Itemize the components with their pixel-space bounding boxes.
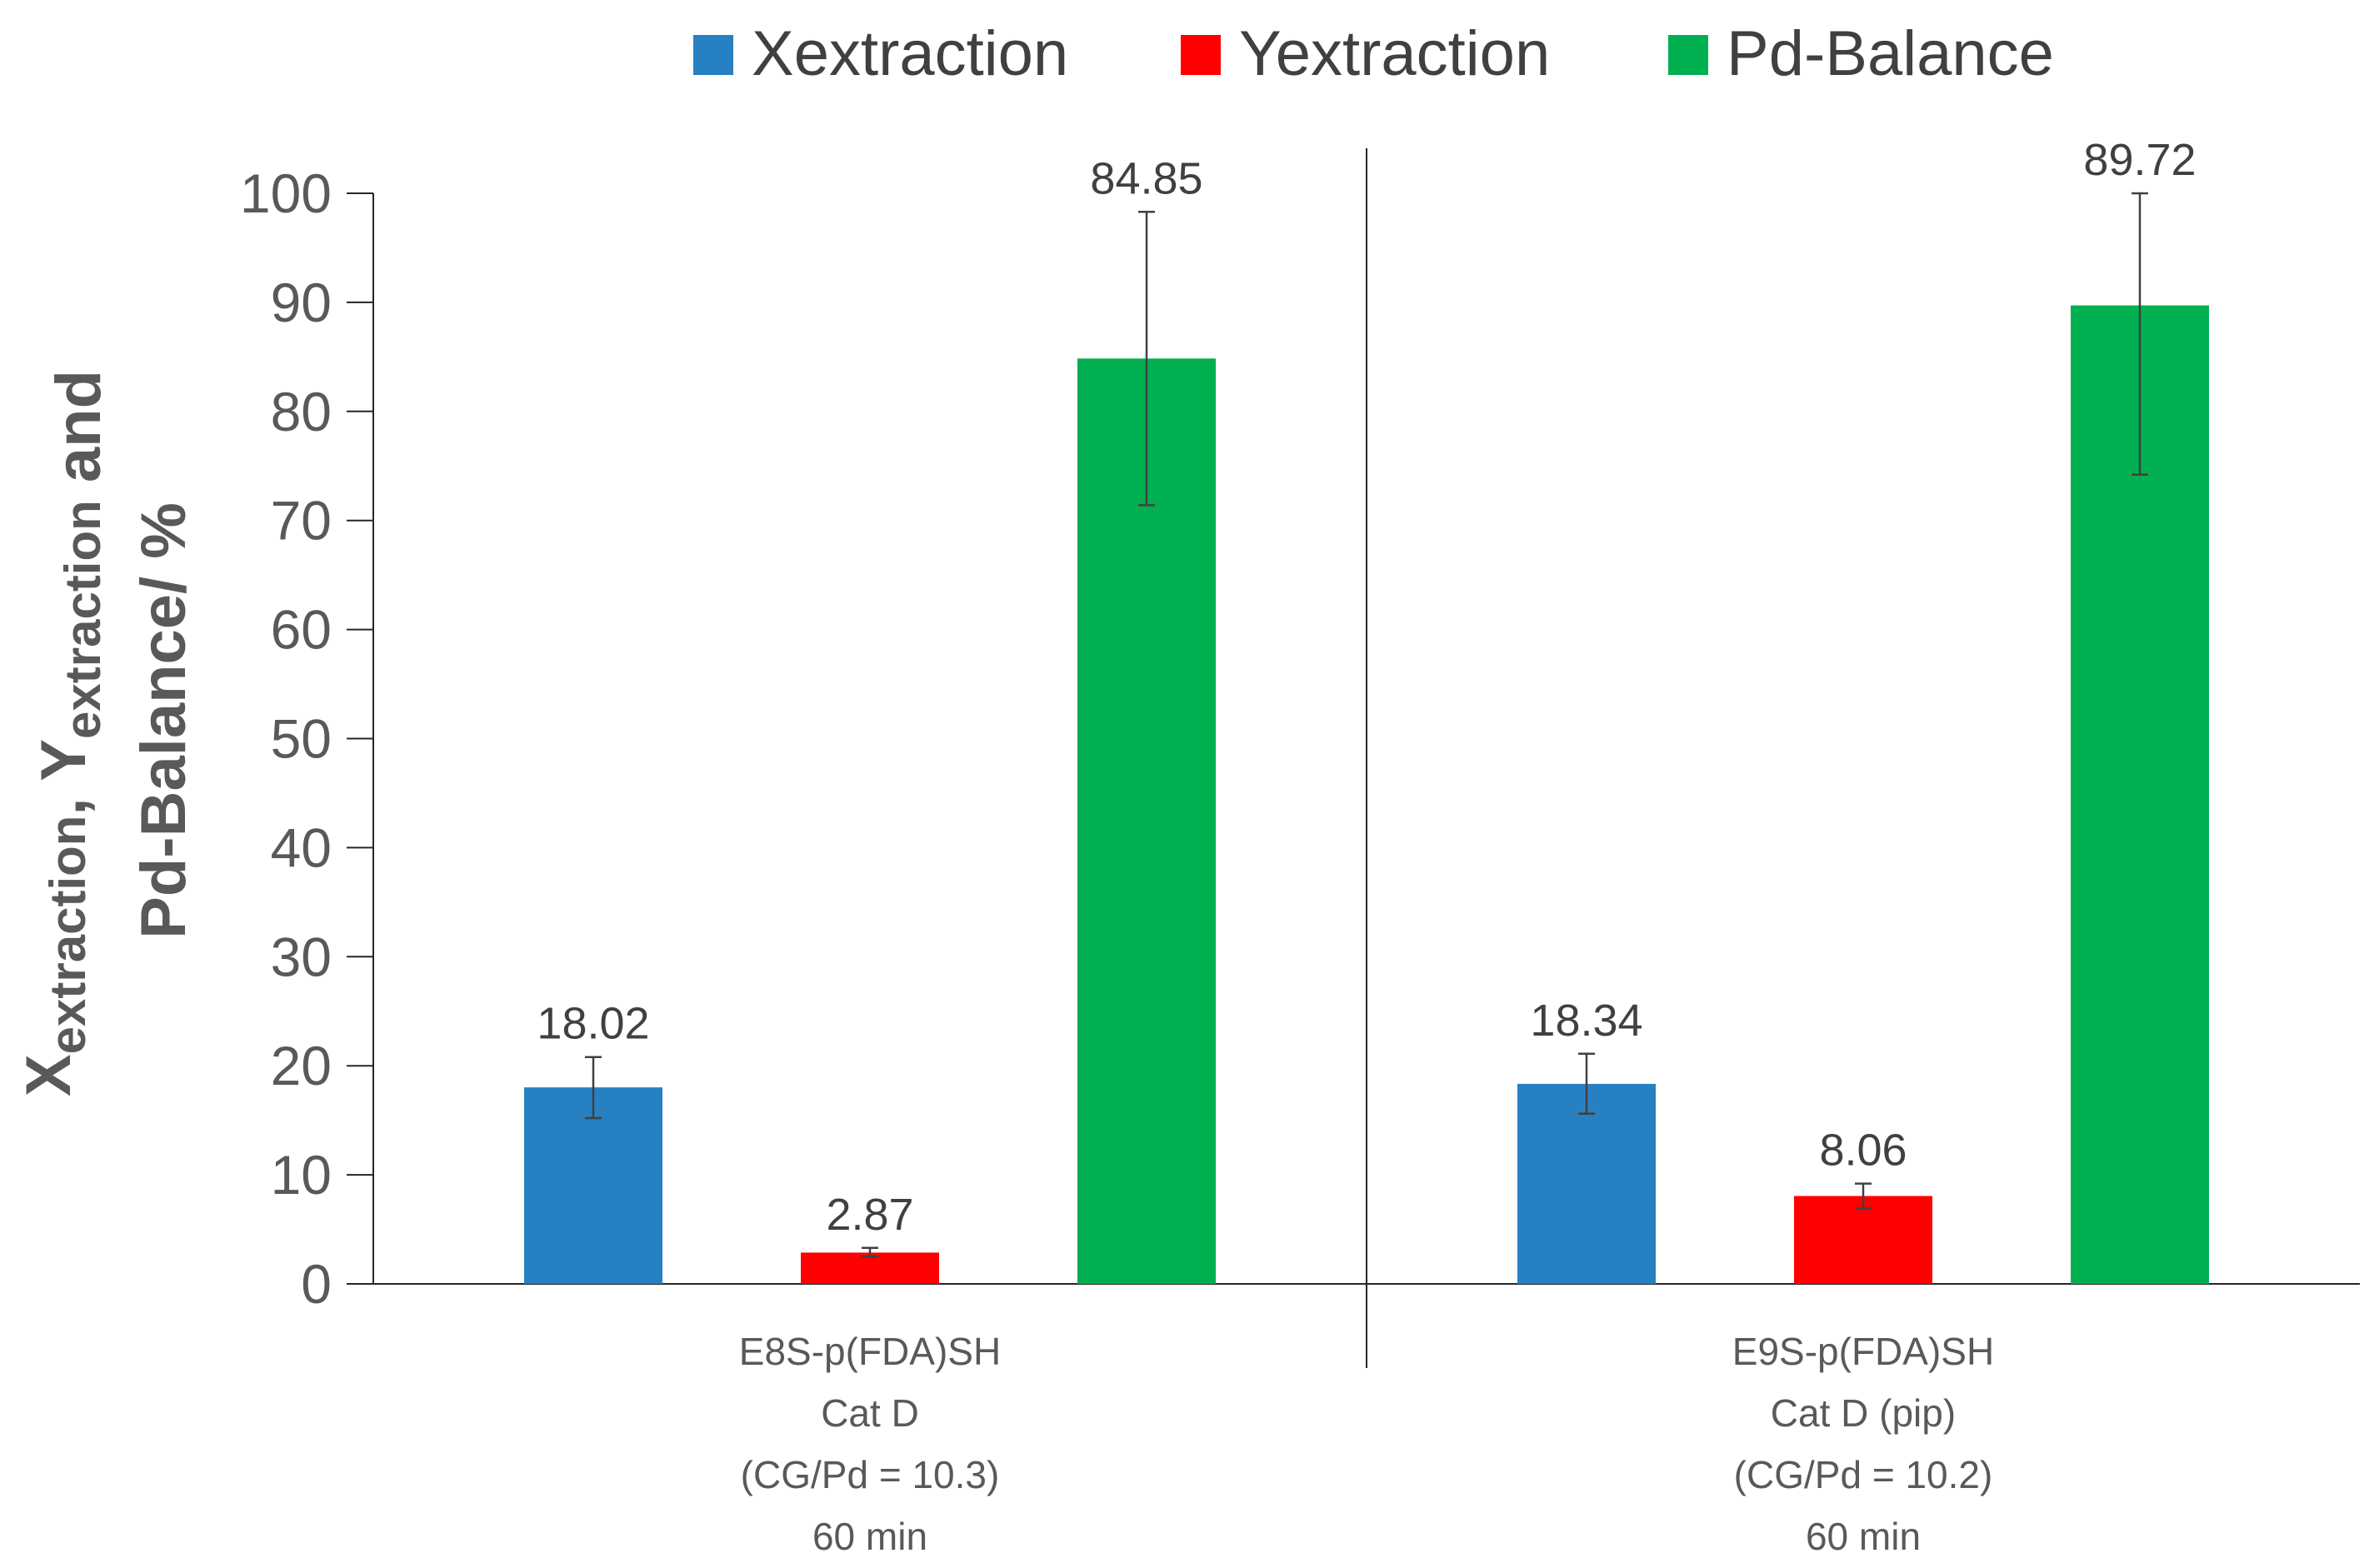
y-tick-label-1: 10 <box>271 1144 332 1206</box>
category-label-1-1: Cat D (pip) <box>1771 1391 1956 1435</box>
y-tick-label-10: 100 <box>240 162 332 224</box>
category-label-0-3: 60 min <box>812 1515 927 1558</box>
category-label-1-3: 60 min <box>1806 1515 1921 1558</box>
data-label-0-0: 18.02 <box>537 999 649 1049</box>
data-label-1-1: 8.06 <box>1819 1126 1907 1176</box>
category-label-1-2: (CG/Pd = 10.2) <box>1734 1453 1993 1496</box>
category-label-1-0: E9S-p(FDA)SH <box>1732 1330 1994 1373</box>
y-tick-label-4: 40 <box>271 816 332 878</box>
y-tick-label-8: 80 <box>271 381 332 442</box>
bar-1-0 <box>801 1252 939 1284</box>
y-tick-label-3: 30 <box>271 926 332 987</box>
data-label-2-1: 89.72 <box>2083 135 2196 185</box>
y-tick-label-2: 20 <box>271 1035 332 1096</box>
bar-2-0 <box>1077 358 1216 1285</box>
legend-swatch-0 <box>693 35 733 75</box>
category-label-0-0: E8S-p(FDA)SH <box>739 1330 1001 1373</box>
y-tick-label-7: 70 <box>271 490 332 552</box>
legend-label-1: Yextraction <box>1239 18 1550 89</box>
legend: Xextraction Yextraction Pd-Balance <box>693 18 2054 89</box>
category-label-0-2: (CG/Pd = 10.3) <box>741 1453 1000 1496</box>
legend-swatch-2 <box>1668 35 1708 75</box>
legend-label-2: Pd-Balance <box>1727 18 2054 89</box>
category-labels: E8S-p(FDA)SH Cat D (CG/Pd = 10.3) 60 min E9S… <box>739 1330 1994 1558</box>
bar-1-1 <box>1794 1196 1932 1284</box>
data-label-2-0: 84.85 <box>1090 153 1202 203</box>
legend-label-0: Xextraction <box>752 18 1068 89</box>
y-tick-label-5: 50 <box>271 708 332 770</box>
legend-swatch-1 <box>1181 35 1221 75</box>
y-tick-label-9: 90 <box>271 272 332 333</box>
data-labels: 18.02 2.87 84.85 18.34 8.06 89.72 <box>537 135 2196 1240</box>
y-axis-title-line1: Xextraction, Yextraction and <box>13 370 114 1096</box>
axes <box>372 148 2360 1368</box>
y-tick-label-0: 0 <box>301 1253 332 1315</box>
y-axis-label: Xextraction, Yextraction andPd-Balance/ … <box>13 370 199 1096</box>
category-label-0-1: Cat D <box>821 1391 919 1435</box>
y-tick-label-6: 60 <box>271 599 332 661</box>
bar-0-0 <box>524 1087 662 1284</box>
bar-0-1 <box>1517 1083 1656 1284</box>
error-bars <box>585 192 2148 1258</box>
y-axis-ticks: 0 10 20 30 40 50 60 70 80 90 100 <box>240 162 373 1315</box>
y-axis-title-line2: Pd-Balance/ % <box>128 502 199 939</box>
data-label-1-0: 2.87 <box>826 1190 913 1240</box>
data-label-0-1: 18.34 <box>1530 996 1642 1046</box>
